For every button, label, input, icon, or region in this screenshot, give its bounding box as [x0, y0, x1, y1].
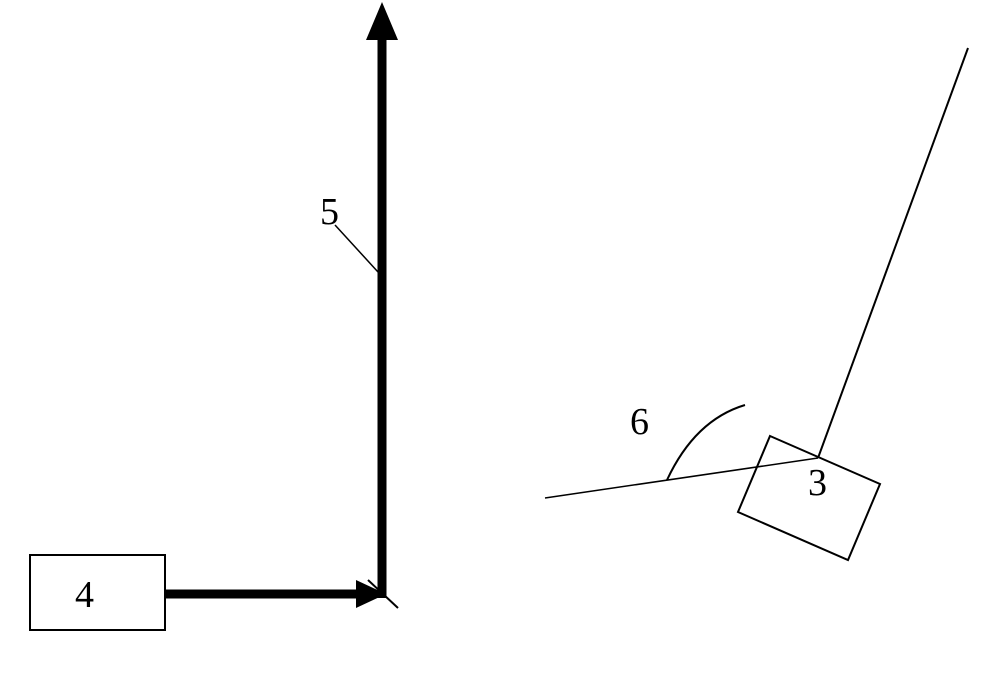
label-5: 5 — [320, 190, 339, 234]
vertical-arrow-head — [366, 2, 398, 40]
label-4: 4 — [75, 573, 94, 617]
label-6: 6 — [630, 400, 649, 444]
box-4-rect — [30, 555, 165, 630]
leader-line-5 — [335, 225, 378, 272]
diagram-canvas — [0, 0, 1000, 673]
angle-arc-6 — [667, 405, 745, 480]
label-3: 3 — [808, 461, 827, 505]
ray-upper — [818, 48, 968, 458]
